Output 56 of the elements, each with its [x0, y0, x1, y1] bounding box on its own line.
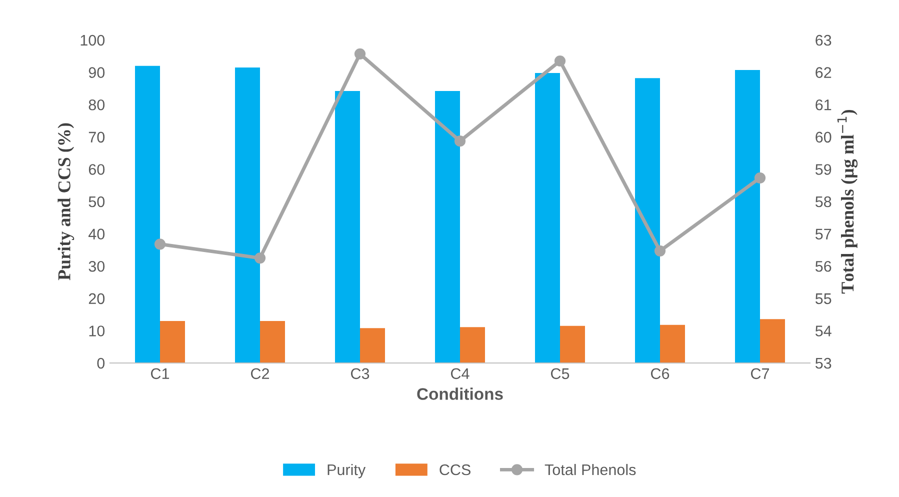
bar: [535, 72, 560, 363]
bar: [560, 326, 585, 363]
y2-tick-label: 63: [816, 34, 832, 46]
y-tick-label: 10: [89, 326, 105, 336]
point: [254, 252, 266, 264]
y2-tick-label: 54: [815, 326, 832, 336]
legend-label: CCS: [440, 464, 470, 476]
x-tick-label: C6: [651, 368, 670, 380]
bar: [435, 91, 460, 363]
bar: [760, 319, 785, 363]
x-tick-label: C1: [151, 368, 170, 380]
x-axis-title: Conditions: [417, 388, 503, 400]
point: [654, 245, 666, 256]
point: [754, 172, 766, 184]
y-tick-label: 30: [88, 260, 105, 272]
y-tick-label: 70: [88, 132, 105, 143]
point: [554, 55, 566, 67]
bar: [635, 78, 660, 363]
x-tick-label: C7: [751, 368, 769, 380]
point: [154, 238, 166, 250]
y-tick-label: 0: [97, 358, 105, 369]
bar: [735, 70, 760, 363]
bar: [660, 324, 685, 363]
y2-tick-label: 56: [815, 260, 832, 272]
y2-tick-label: 55: [815, 293, 832, 304]
y2-tick-label: 61: [816, 99, 832, 110]
y2-tick-label: 60: [816, 132, 832, 143]
y-axis-title: Purity and CCS (%): [58, 123, 74, 280]
legend-label: Purity: [328, 464, 366, 478]
x-tick-label: C5: [551, 368, 570, 380]
bar: [460, 327, 485, 363]
x-tick-label: C2: [251, 368, 269, 380]
y-tick-label: 20: [88, 293, 105, 304]
point: [354, 48, 366, 60]
y-tick-label: 90: [88, 67, 105, 78]
bar: [160, 321, 185, 363]
y2-axis-title: Total phenols (µg ml$^{−1}$): [837, 110, 858, 294]
y-tick-label: 50: [88, 196, 105, 208]
y-tick-label: 60: [88, 164, 105, 175]
bar: [235, 67, 260, 363]
bar: [135, 66, 160, 363]
y-tick-label: 100: [80, 34, 105, 46]
x-tick-label: C4: [451, 368, 470, 380]
bar: [360, 328, 385, 363]
y-tick-label: 80: [88, 99, 105, 110]
y2-tick-label: 57: [815, 228, 832, 240]
legend-label: Total Phenols: [544, 464, 636, 476]
x-tick-label: C3: [351, 368, 370, 380]
point: [454, 136, 466, 147]
bar: [335, 91, 360, 363]
y-tick-label: 40: [88, 228, 105, 240]
y2-tick-label: 62: [816, 67, 832, 78]
bar: [260, 321, 285, 363]
y2-tick-label: 53: [815, 358, 832, 369]
y2-tick-label: 58: [815, 196, 832, 208]
y2-tick-label: 59: [815, 164, 832, 175]
